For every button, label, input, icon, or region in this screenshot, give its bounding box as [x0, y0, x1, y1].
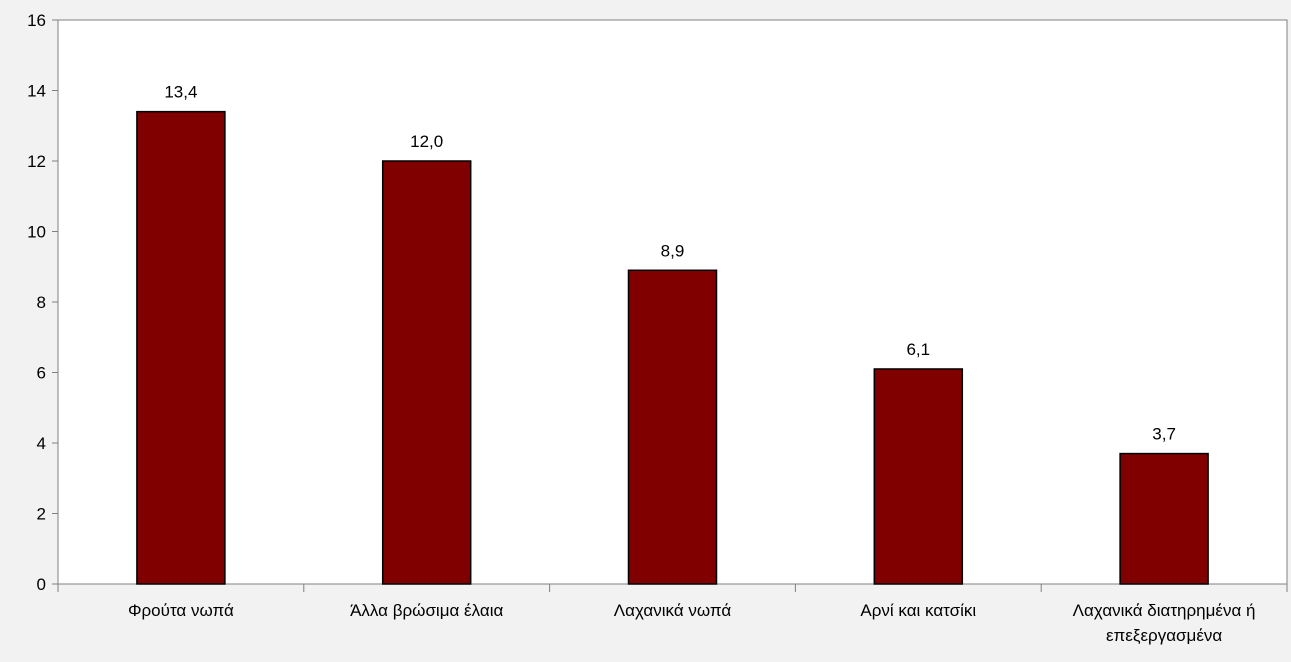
y-tick-label: 12	[27, 152, 46, 171]
y-tick-label: 4	[37, 434, 46, 453]
bar-value-label: 12,0	[410, 132, 443, 151]
bar	[873, 368, 964, 585]
y-tick-label: 2	[37, 505, 46, 524]
bar-value-label: 8,9	[661, 241, 685, 260]
x-tick-label: Λαχανικά νωπά	[614, 601, 732, 620]
y-tick-label: 8	[37, 293, 46, 312]
y-tick-label: 0	[37, 575, 46, 594]
x-axis: Φρούτα νωπά Άλλα βρώσιμα έλαια Λαχανικά νω…	[57, 583, 1288, 645]
data-labels: 13,4 12,0 8,9 6,1 3,7	[164, 83, 1176, 444]
bars	[136, 110, 1209, 585]
x-tick-label: Αρνί και κατσίκι	[860, 601, 976, 620]
y-axis: 0 2 4 6 8 10 12 14 16	[27, 11, 59, 594]
x-tick-label: Φρούτα νωπά	[128, 601, 234, 620]
bar-value-label: 6,1	[906, 340, 930, 359]
y-tick-label: 16	[27, 11, 46, 30]
bar	[1119, 452, 1209, 585]
y-tick-label: 14	[27, 82, 46, 101]
y-tick-label: 10	[27, 223, 46, 242]
bar	[381, 160, 472, 585]
bar-value-label: 13,4	[164, 83, 197, 102]
x-tick-label: Άλλα βρώσιμα έλαια	[350, 601, 503, 620]
bar-value-label: 3,7	[1152, 425, 1176, 444]
bar	[627, 269, 718, 585]
bar	[136, 110, 226, 585]
y-tick-label: 6	[37, 364, 46, 383]
x-tick-label: Λαχανικά διατηρημένα ή επεξεργασμένα	[1073, 601, 1256, 645]
